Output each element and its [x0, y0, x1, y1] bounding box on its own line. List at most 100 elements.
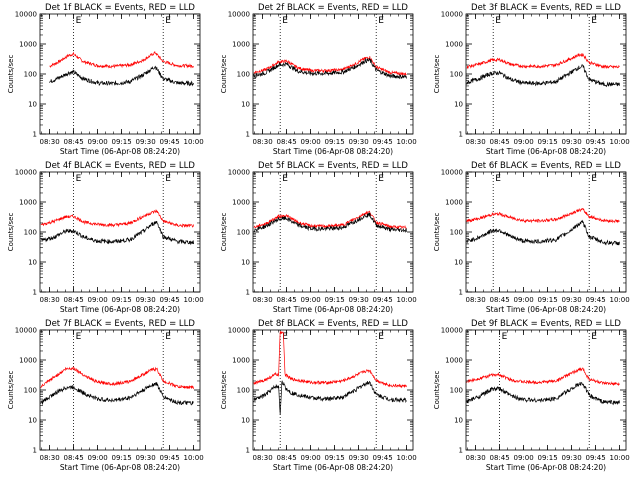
marker-label-1: E	[282, 332, 288, 342]
chart-title: Det 5f BLACK = Events, RED = LLD	[258, 161, 408, 171]
y-tick-label: 1	[459, 131, 463, 139]
y-axis-label: Counts/sec	[220, 213, 228, 252]
chart-title: Det 6f BLACK = Events, RED = LLD	[471, 161, 621, 171]
x-axis-label: Start Time (06-Apr-08 08:24:20)	[60, 463, 180, 472]
lld-rate-line	[253, 331, 407, 389]
y-tick-label: 100	[237, 229, 250, 237]
x-tick-label: 09:15	[538, 138, 558, 146]
x-tick-label: 09:30	[349, 138, 369, 146]
x-tick-label: 09:45	[160, 296, 180, 304]
plot-frame	[39, 13, 201, 135]
x-tick-label: 08:30	[40, 138, 60, 146]
x-tick-label: 09:00	[514, 296, 534, 304]
y-tick-label: 1	[246, 131, 250, 139]
events-rate-line	[253, 212, 407, 234]
chart-panel-5: Det 5f BLACK = Events, RED = LLD E E 1 10 100…	[220, 161, 417, 314]
marker-label-2: E	[378, 174, 384, 184]
lld-rate-line	[253, 210, 407, 230]
y-tick-label: 10000	[228, 169, 250, 177]
events-rate-line	[253, 380, 407, 415]
x-tick-label: 08:30	[253, 454, 273, 462]
y-tick-label: 100	[24, 229, 37, 237]
y-axis-label: Counts/sec	[433, 55, 441, 94]
x-tick-label: 09:00	[88, 138, 108, 146]
marker-label-1: E	[282, 16, 288, 26]
y-tick-label: 1000	[19, 41, 37, 49]
x-tick-label: 09:00	[88, 296, 108, 304]
x-tick-label: 08:45	[277, 296, 297, 304]
x-tick-label: 08:45	[64, 138, 84, 146]
y-tick-label: 10	[241, 259, 250, 267]
x-tick-label: 08:30	[253, 296, 273, 304]
x-tick-label: 09:30	[136, 454, 156, 462]
x-tick-label: 09:15	[325, 138, 345, 146]
y-axis-label: Counts/sec	[220, 371, 228, 410]
x-tick-label: 09:30	[562, 454, 582, 462]
chart-panel-4: Det 4f BLACK = Events, RED = LLD E E 1 10 100…	[7, 161, 204, 314]
y-tick-label: 1000	[445, 199, 463, 207]
x-tick-label: 09:15	[112, 296, 132, 304]
events-rate-line	[466, 381, 620, 406]
chart-panel-6: Det 6f BLACK = Events, RED = LLD E E 1 10 100…	[433, 161, 630, 314]
x-tick-label: 08:45	[64, 454, 84, 462]
y-tick-label: 10	[241, 417, 250, 425]
chart-panel-2: Det 2f BLACK = Events, RED = LLD E E 1 10 100…	[220, 3, 417, 156]
y-tick-label: 1000	[19, 199, 37, 207]
x-tick-label: 09:45	[160, 138, 180, 146]
y-tick-label: 100	[24, 387, 37, 395]
x-tick-label: 09:30	[349, 454, 369, 462]
x-tick-label: 09:30	[136, 296, 156, 304]
y-tick-label: 100	[450, 71, 463, 79]
marker-label-1: E	[495, 174, 501, 184]
y-tick-label: 1000	[232, 41, 250, 49]
x-axis-label: Start Time (06-Apr-08 08:24:20)	[273, 305, 393, 314]
y-tick-label: 10	[28, 417, 37, 425]
x-tick-label: 08:45	[490, 454, 510, 462]
x-tick-label: 09:15	[325, 454, 345, 462]
x-tick-label: 09:45	[586, 138, 606, 146]
chart-title: Det 8f BLACK = Events, RED = LLD	[258, 319, 408, 329]
x-tick-label: 09:00	[301, 296, 321, 304]
x-tick-label: 09:45	[373, 454, 393, 462]
y-tick-label: 1000	[445, 357, 463, 365]
x-tick-label: 09:00	[88, 454, 108, 462]
y-tick-label: 100	[450, 387, 463, 395]
x-tick-label: 09:00	[514, 138, 534, 146]
marker-label-1: E	[76, 332, 82, 342]
y-tick-label: 1	[33, 447, 37, 455]
y-tick-label: 10	[454, 417, 463, 425]
x-tick-label: 08:45	[490, 138, 510, 146]
chart-title: Det 9f BLACK = Events, RED = LLD	[471, 319, 621, 329]
lld-rate-line	[49, 51, 194, 69]
y-axis-label: Counts/sec	[7, 371, 15, 410]
x-tick-label: 10:00	[610, 296, 630, 304]
lld-rate-line	[40, 366, 194, 390]
x-axis-label: Start Time (06-Apr-08 08:24:20)	[486, 305, 606, 314]
events-rate-line	[466, 64, 620, 88]
events-rate-line	[253, 57, 407, 80]
marker-label-1: E	[282, 174, 288, 184]
y-tick-label: 1	[33, 131, 37, 139]
chart-panel-9: Det 9f BLACK = Events, RED = LLD E E 1 10 100…	[433, 319, 630, 472]
plot-frame	[252, 329, 414, 451]
lld-rate-line	[40, 208, 194, 228]
x-axis-label: Start Time (06-Apr-08 08:24:20)	[60, 305, 180, 314]
y-tick-label: 1	[246, 447, 250, 455]
x-tick-label: 09:45	[586, 454, 606, 462]
events-rate-line	[49, 65, 194, 87]
x-tick-label: 09:30	[136, 138, 156, 146]
x-tick-label: 08:45	[277, 138, 297, 146]
y-tick-label: 10000	[15, 327, 37, 335]
y-axis-label: Counts/sec	[220, 55, 228, 94]
x-axis-label: Start Time (06-Apr-08 08:24:20)	[486, 147, 606, 156]
x-tick-label: 10:00	[610, 138, 630, 146]
y-tick-label: 100	[237, 71, 250, 79]
x-tick-label: 09:15	[112, 138, 132, 146]
x-tick-label: 09:00	[514, 454, 534, 462]
marker-label-2: E	[591, 332, 597, 342]
y-tick-label: 1	[459, 289, 463, 297]
y-tick-label: 1	[459, 447, 463, 455]
y-tick-label: 10000	[15, 11, 37, 19]
chart-panel-7: Det 7f BLACK = Events, RED = LLD E E 1 10 100…	[7, 319, 204, 472]
x-tick-label: 08:30	[466, 138, 486, 146]
